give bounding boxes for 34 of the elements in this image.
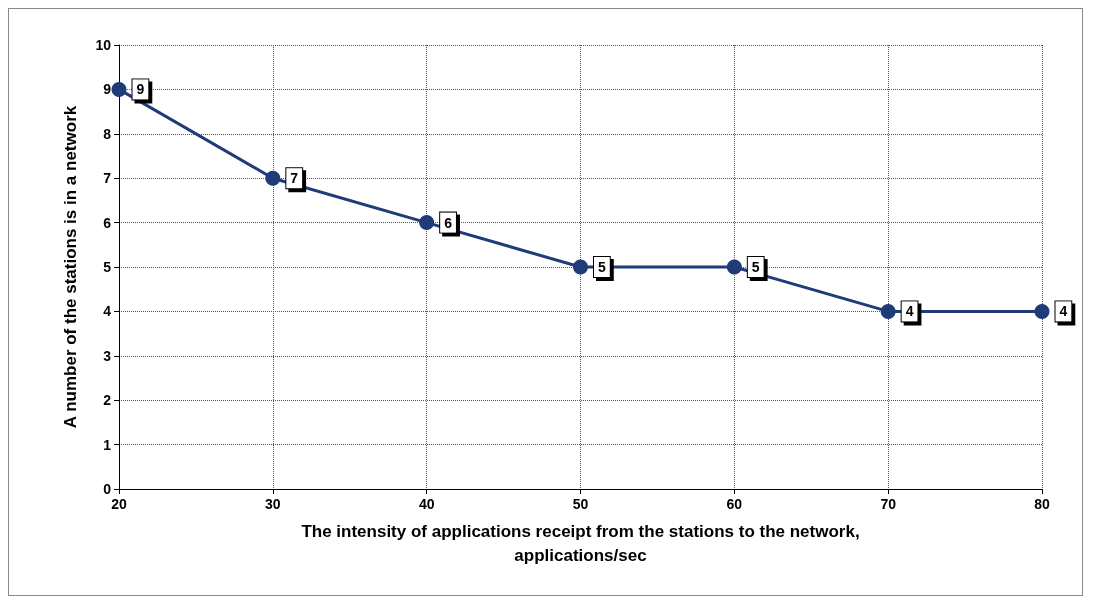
y-tick-label: 7 xyxy=(103,170,112,187)
point xyxy=(573,259,588,275)
y-tick-label: 6 xyxy=(103,214,112,231)
x-tick-label: 30 xyxy=(265,496,281,512)
y-tick-label: 2 xyxy=(103,392,112,409)
x-axis-title: The intensity of applications receipt from the stations to the network, applications/sec xyxy=(301,521,860,565)
y-tick-label: 5 xyxy=(103,259,112,275)
y-axis-title: A number of the stations is in a network xyxy=(61,105,80,429)
point xyxy=(419,215,435,231)
data-label: 5 xyxy=(751,259,760,275)
y-tick-label: 1 xyxy=(103,436,112,453)
point xyxy=(1034,303,1050,319)
point xyxy=(880,303,896,319)
y-tick-label: 4 xyxy=(103,303,112,320)
x-tick-label: 80 xyxy=(1034,496,1050,512)
x-tick-label: 70 xyxy=(880,496,897,512)
x-tick-label: 50 xyxy=(572,496,589,512)
y-tick-label: 8 xyxy=(103,125,112,142)
y-tick-label: 10 xyxy=(95,37,112,53)
x-tick-label: 60 xyxy=(726,496,743,512)
point xyxy=(726,259,742,275)
y-tick-label: 0 xyxy=(103,481,112,497)
data-label: 4 xyxy=(1059,303,1068,320)
x-tick-label: 20 xyxy=(111,496,127,512)
data-label: 5 xyxy=(598,259,606,275)
y-tick-label: 3 xyxy=(103,347,112,364)
data-label: 7 xyxy=(290,170,299,187)
point xyxy=(111,81,127,97)
x-tick-label: 40 xyxy=(418,496,435,512)
point xyxy=(265,170,281,186)
data-label: 9 xyxy=(136,81,145,98)
y-tick-label: 9 xyxy=(103,81,112,98)
data-label: 4 xyxy=(905,303,914,320)
data-label: 6 xyxy=(444,214,453,231)
